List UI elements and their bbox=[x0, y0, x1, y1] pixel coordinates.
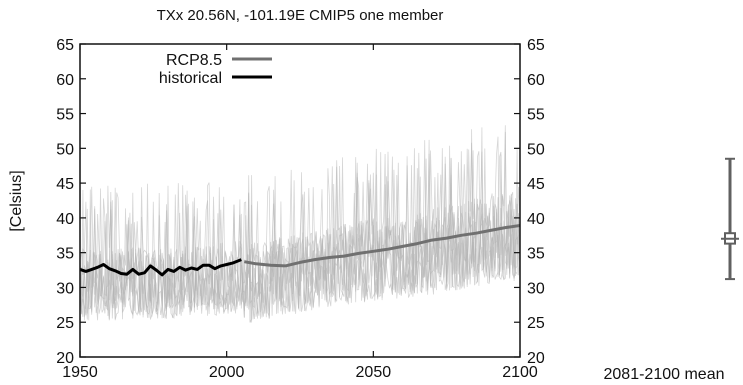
y-tick-label: 25 bbox=[56, 315, 74, 332]
y-tick-label: 65 bbox=[56, 37, 74, 54]
legend: RCP8.5 historical bbox=[159, 52, 272, 87]
y-tick-label: 60 bbox=[56, 72, 74, 89]
y-tick-label-right: 45 bbox=[527, 176, 545, 193]
y-tick-label: 30 bbox=[56, 280, 74, 297]
y-tick-label-right: 55 bbox=[527, 107, 545, 124]
y-tick-label-right: 35 bbox=[527, 246, 545, 263]
x-tick-label: 2050 bbox=[356, 364, 392, 381]
x-tick-label: 1950 bbox=[62, 364, 98, 381]
ensemble-members bbox=[80, 125, 520, 322]
y-tick-label-right: 40 bbox=[527, 211, 545, 228]
boxplot bbox=[721, 159, 739, 279]
y-tick-label: 50 bbox=[56, 141, 74, 158]
legend-historical-label: historical bbox=[159, 70, 222, 87]
y-tick-label-right: 50 bbox=[527, 141, 545, 158]
y-tick-label-right: 65 bbox=[527, 37, 545, 54]
y-axis-label: [Celsius] bbox=[8, 170, 25, 231]
y-tick-label: 45 bbox=[56, 176, 74, 193]
y-tick-label-right: 60 bbox=[527, 72, 545, 89]
y-tick-label: 40 bbox=[56, 211, 74, 228]
y-tick-label: 55 bbox=[56, 107, 74, 124]
x-tick-label: 2100 bbox=[502, 364, 538, 381]
legend-rcp85-label: RCP8.5 bbox=[166, 52, 222, 69]
chart-title: TXx 20.56N, -101.19E CMIP5 one member bbox=[157, 7, 444, 24]
y-tick-label: 35 bbox=[56, 246, 74, 263]
x-tick-label: 2000 bbox=[209, 364, 245, 381]
y-tick-label-right: 30 bbox=[527, 280, 545, 297]
boxplot-label: 2081-2100 mean bbox=[604, 366, 725, 383]
y-tick-label-right: 25 bbox=[527, 315, 545, 332]
